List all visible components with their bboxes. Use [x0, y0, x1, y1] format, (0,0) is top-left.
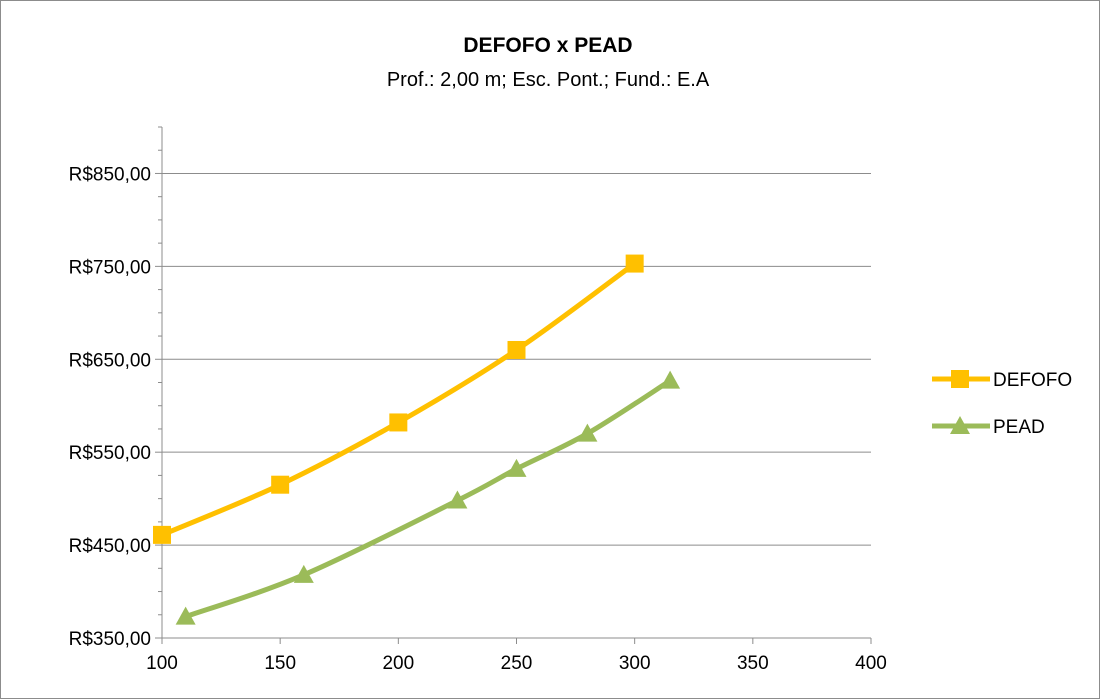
series-line	[159, 261, 638, 538]
axes: R$350,00 R$450,00 R$550,00 R$650,00 R$750,00…	[69, 126, 887, 674]
legend-marker-defofo	[951, 370, 969, 388]
chart-title: DEFOFO x PEAD	[463, 34, 632, 57]
series-pead	[175, 370, 681, 625]
x-tick-label: 150	[264, 653, 296, 674]
data-point-marker	[175, 606, 196, 625]
data-point-marker	[625, 254, 644, 273]
data-point-marker	[507, 340, 526, 359]
x-tick-label: 300	[619, 653, 651, 674]
data-point-marker	[660, 370, 681, 389]
y-tick-label: R$850,00	[69, 164, 151, 185]
data-point-marker	[506, 458, 527, 477]
series-defofo	[153, 254, 644, 544]
chart-subtitle: Prof.: 2,00 m; Esc. Pont.; Fund.: E.A	[387, 69, 710, 91]
data-point-marker	[577, 423, 598, 442]
y-tick-label: R$450,00	[69, 536, 151, 557]
legend-marker-pead	[950, 416, 970, 434]
data-point-marker	[293, 564, 314, 583]
x-tick-label: 200	[382, 653, 414, 674]
legend: DEFOFO PEAD	[932, 370, 1072, 438]
series	[153, 254, 681, 625]
data-point-marker	[271, 475, 290, 494]
y-tick-label: R$350,00	[69, 629, 151, 650]
data-point-marker	[153, 525, 171, 544]
x-tick-label: 100	[146, 653, 178, 674]
x-tick-label: 350	[737, 653, 769, 674]
x-tick-label: 250	[501, 653, 533, 674]
series-line	[183, 378, 673, 620]
legend-label-defofo: DEFOFO	[993, 370, 1072, 391]
legend-label-pead: PEAD	[993, 417, 1045, 438]
x-tick-label: 400	[855, 653, 887, 674]
y-tick-label: R$550,00	[69, 443, 151, 464]
y-tick-label: R$650,00	[69, 350, 151, 371]
y-tick-label: R$750,00	[69, 257, 151, 278]
grid-lines	[162, 172, 871, 546]
data-point-marker	[447, 490, 468, 509]
data-point-marker	[389, 413, 408, 432]
